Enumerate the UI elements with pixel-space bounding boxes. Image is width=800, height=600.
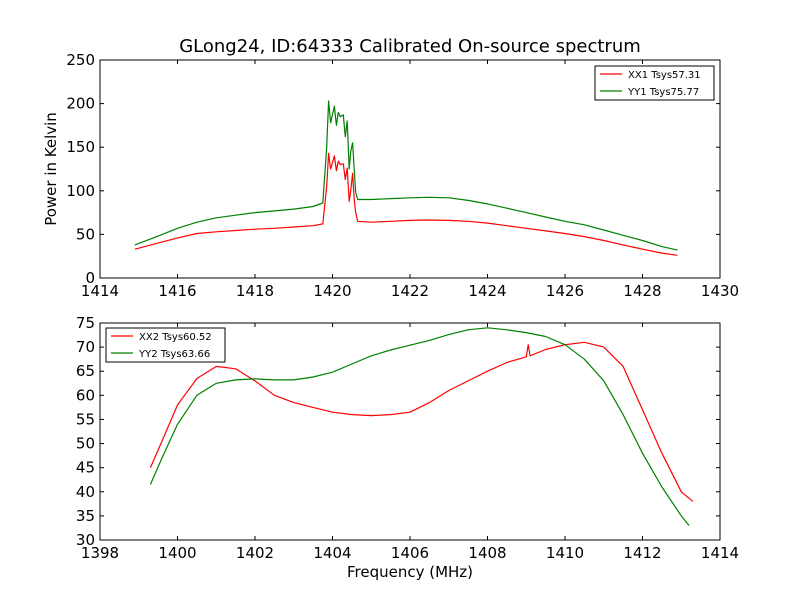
top-x-tick-label-5: 1424 bbox=[468, 282, 506, 300]
bottom-y-tick-label-9: 75 bbox=[76, 314, 95, 332]
bottom-x-tick-label-7: 1412 bbox=[623, 544, 661, 562]
bottom-y-tick-label-4: 50 bbox=[76, 435, 95, 453]
top-y-tick-label-5: 250 bbox=[66, 51, 95, 69]
top-x-tick-label-0: 1414 bbox=[81, 282, 119, 300]
bottom-x-tick-label-2: 1402 bbox=[236, 544, 274, 562]
bottom-y-tick-label-3: 45 bbox=[76, 459, 95, 477]
bottom-y-tick-label-7: 65 bbox=[76, 362, 95, 380]
bottom-legend-label-yy2: YY2 Tsys63.66 bbox=[138, 349, 210, 360]
bottom-plot-frame bbox=[99, 322, 721, 541]
bottom-legend: XX2 Tsys60.52 YY2 Tsys63.66 bbox=[105, 327, 226, 363]
bottom-x-tick-label-3: 1404 bbox=[313, 544, 351, 562]
top-y-tick-label-3: 150 bbox=[66, 138, 95, 156]
bottom-legend-label-xx2: XX2 Tsys60.52 bbox=[139, 332, 212, 343]
top-axis-ticks: 1414 1416 1418 1420 1422 1424 1426 1428 1430 0 50 1… bbox=[66, 51, 739, 300]
bottom-series-lines bbox=[149, 327, 694, 526]
bottom-x-tick-label-0: 1398 bbox=[81, 544, 119, 562]
top-series-lines bbox=[134, 100, 678, 256]
top-legend-frame bbox=[594, 65, 715, 101]
top-plot-frame bbox=[99, 59, 721, 279]
bottom-y-tick-label-1: 35 bbox=[76, 507, 95, 525]
bottom-series-line-0 bbox=[149, 341, 694, 502]
top-y-tick-label-0: 0 bbox=[85, 269, 95, 287]
bottom-x-tick-label-4: 1406 bbox=[391, 544, 429, 562]
bottom-x-tick-label-5: 1408 bbox=[468, 544, 506, 562]
top-series-line-1 bbox=[134, 100, 678, 251]
top-x-tick-label-2: 1418 bbox=[236, 282, 274, 300]
bottom-x-tick-label-1: 1400 bbox=[158, 544, 196, 562]
top-x-tick-label-7: 1428 bbox=[623, 282, 661, 300]
bottom-x-tick-label-6: 1410 bbox=[546, 544, 584, 562]
bottom-y-tick-label-2: 40 bbox=[76, 483, 95, 501]
top-x-tick-label-3: 1420 bbox=[313, 282, 351, 300]
top-y-tick-label-1: 50 bbox=[76, 225, 95, 243]
top-legend-label-yy1: YY1 Tsys75.77 bbox=[627, 87, 699, 98]
bottom-y-tick-label-5: 55 bbox=[76, 410, 95, 428]
bottom-x-tick-label-8: 1414 bbox=[701, 544, 739, 562]
top-chart: 1414 1416 1418 1420 1422 1424 1426 1428 1430 0 50 1… bbox=[42, 51, 739, 300]
bottom-x-axis-label: Frequency (MHz) bbox=[347, 563, 473, 581]
bottom-y-tick-label-6: 60 bbox=[76, 386, 95, 404]
top-y-axis-label: Power in Kelvin bbox=[42, 112, 60, 226]
top-y-tick-label-4: 200 bbox=[66, 95, 95, 113]
bottom-chart: 1398 1400 1402 1404 1406 1408 1410 1412 1414 30 35… bbox=[76, 314, 739, 581]
top-x-tick-label-8: 1430 bbox=[701, 282, 739, 300]
top-x-tick-label-1: 1416 bbox=[158, 282, 196, 300]
top-legend: XX1 Tsys57.31 YY1 Tsys75.77 bbox=[594, 65, 715, 101]
top-x-tick-label-4: 1422 bbox=[391, 282, 429, 300]
chart-title: GLong24, ID:64333 Calibrated On-source s… bbox=[179, 36, 641, 57]
top-x-tick-label-6: 1426 bbox=[546, 282, 584, 300]
top-series-line-0 bbox=[134, 152, 678, 256]
top-legend-label-xx1: XX1 Tsys57.31 bbox=[628, 70, 701, 81]
bottom-legend-frame bbox=[105, 327, 226, 363]
bottom-y-tick-label-0: 30 bbox=[76, 531, 95, 549]
bottom-series-line-1 bbox=[149, 327, 690, 526]
bottom-y-tick-label-8: 70 bbox=[76, 338, 95, 356]
top-y-tick-label-2: 100 bbox=[66, 182, 95, 200]
bottom-axis-ticks: 1398 1400 1402 1404 1406 1408 1410 1412 1414 30 35… bbox=[76, 314, 739, 562]
